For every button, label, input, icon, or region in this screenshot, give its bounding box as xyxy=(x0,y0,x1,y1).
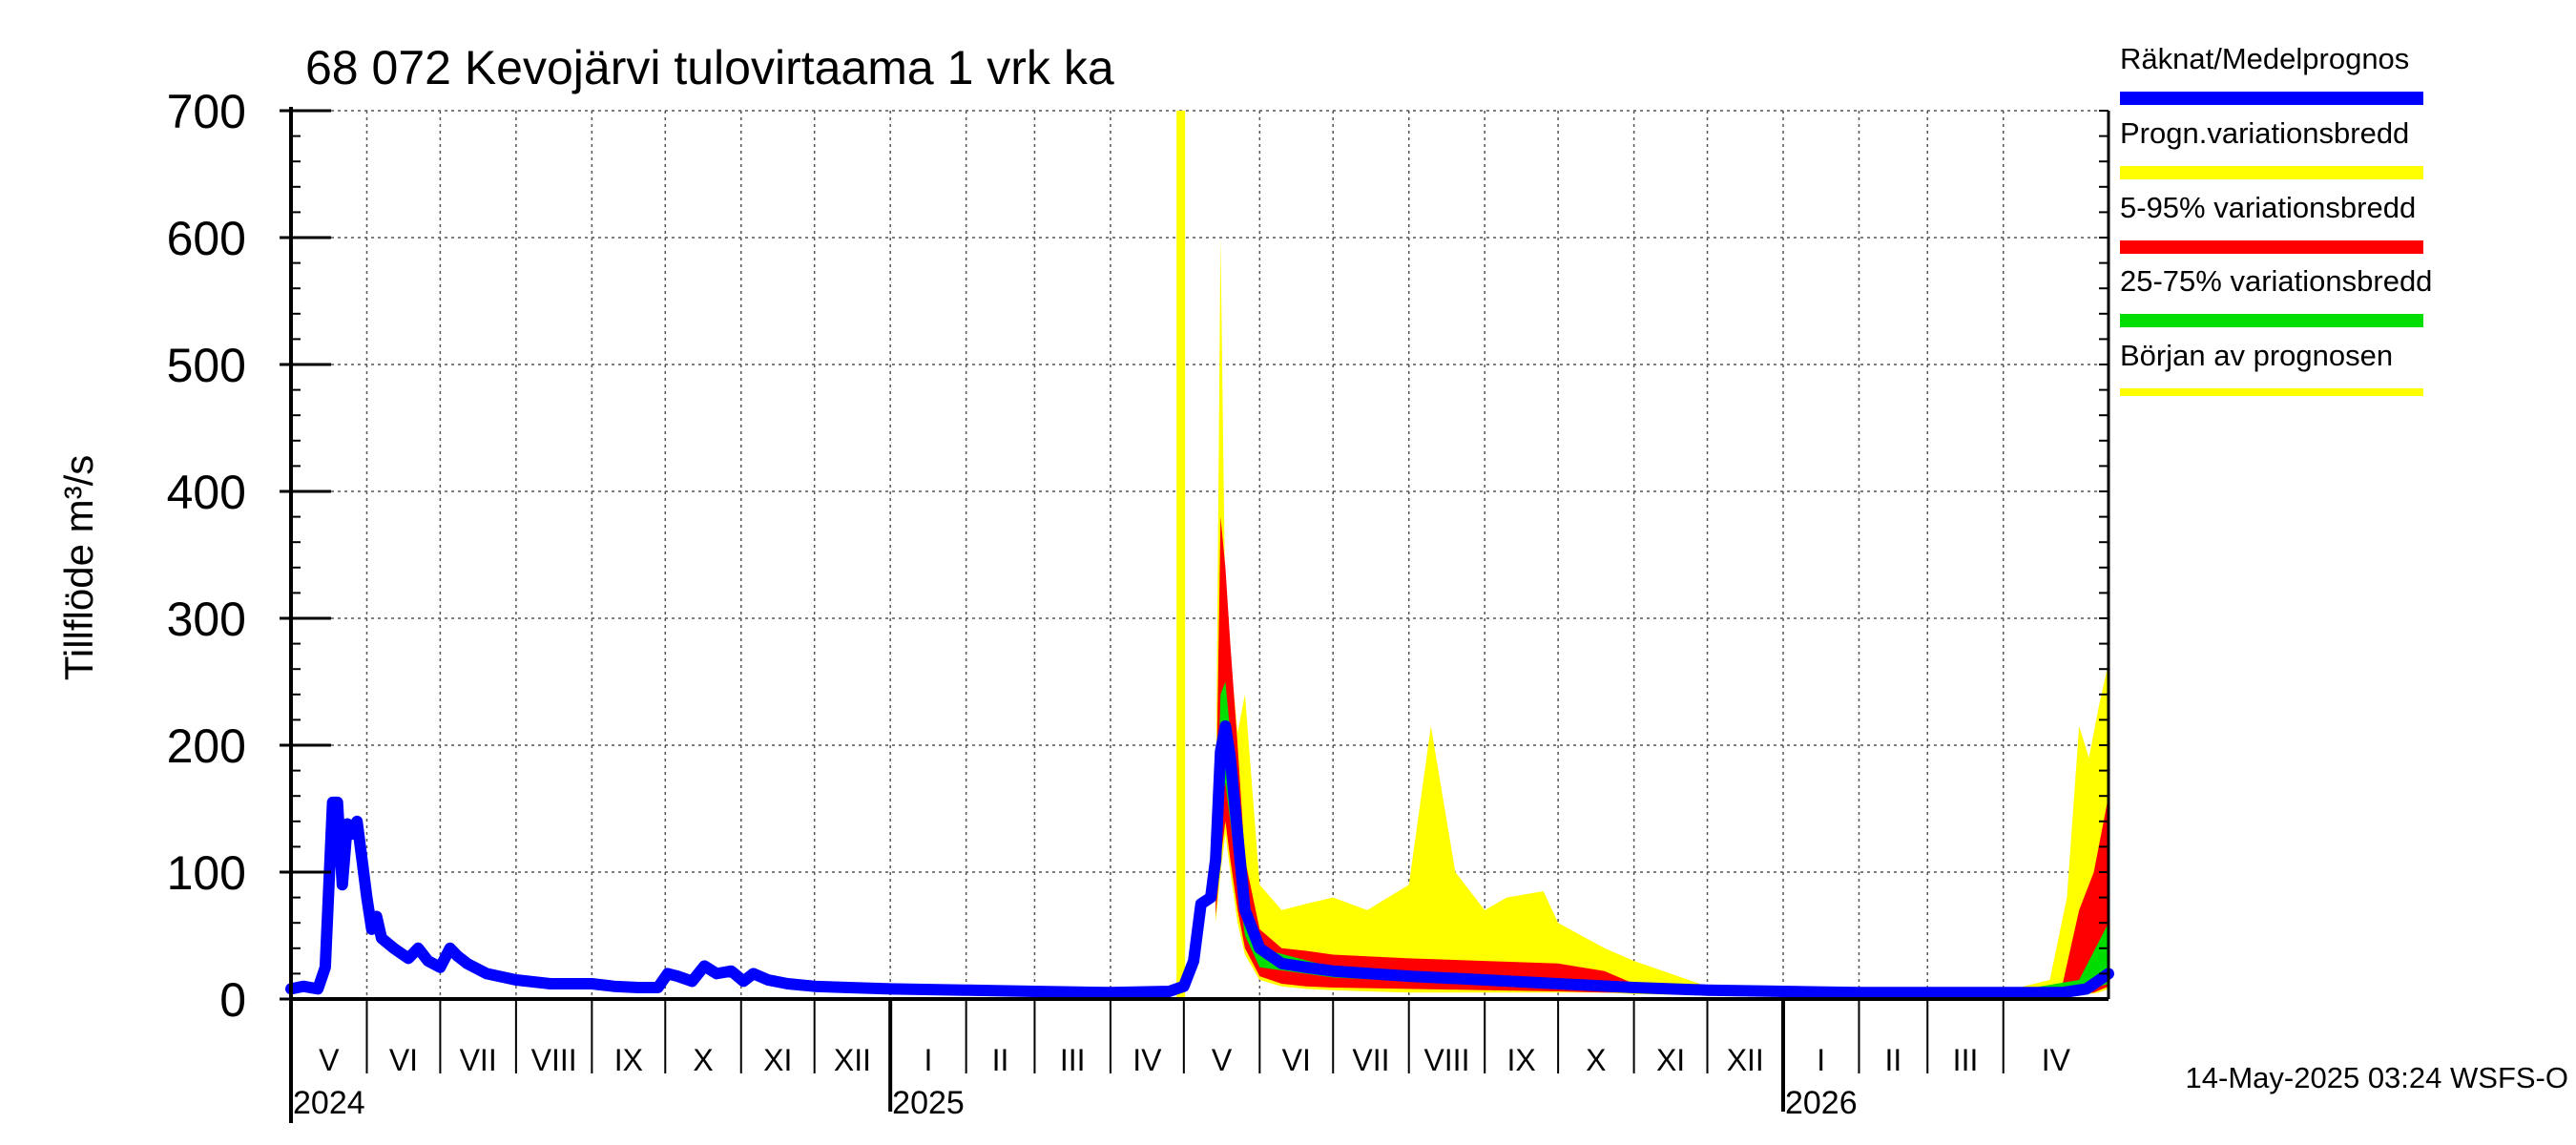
grid xyxy=(291,110,2109,999)
x-tick-label: VIII xyxy=(1423,1043,1469,1077)
x-tick-label: XII xyxy=(834,1043,871,1077)
x-tick-label: I xyxy=(1817,1043,1825,1077)
x-tick-label: VII xyxy=(1352,1043,1389,1077)
band-area xyxy=(1215,238,2109,995)
x-tick-label: XI xyxy=(763,1043,792,1077)
legend-label: Början av prognosen xyxy=(2120,339,2393,372)
x-tick-label: IX xyxy=(614,1043,643,1077)
legend-label: 5-95% variationsbredd xyxy=(2120,191,2416,224)
x-tick-label: X xyxy=(693,1043,713,1077)
x-tick-label: XI xyxy=(1656,1043,1685,1077)
x-tick-label: VIII xyxy=(531,1043,577,1077)
legend: Räknat/Medelprognos Progn.variationsbredd… xyxy=(2120,42,2432,396)
forecast-start-marker xyxy=(1176,111,1186,999)
x-tick-label: II xyxy=(1884,1043,1901,1077)
x-tick-label: VI xyxy=(1282,1043,1311,1077)
x-tick-label: VI xyxy=(389,1043,418,1077)
timestamp-footer: 14-May-2025 03:24 WSFS-O xyxy=(2186,1061,2568,1094)
forecast-bands xyxy=(1215,238,2109,995)
y-tick-label: 200 xyxy=(167,719,246,773)
axes xyxy=(280,107,2110,1123)
chart-title: 68 072 Kevojärvi tulovirtaama 1 vrk ka xyxy=(305,41,1114,94)
x-tick-label: I xyxy=(924,1043,932,1077)
legend-swatch xyxy=(2120,388,2423,396)
legend-label: Progn.variationsbredd xyxy=(2120,116,2409,150)
x-tick-label: XII xyxy=(1727,1043,1764,1077)
y-tick-label: 300 xyxy=(167,593,246,646)
year-label: 2025 xyxy=(892,1085,965,1121)
x-tick-label: IV xyxy=(1132,1043,1162,1077)
x-tick-label: VII xyxy=(460,1043,497,1077)
x-tick-label: X xyxy=(1586,1043,1606,1077)
y-tick-label: 400 xyxy=(167,466,246,519)
legend-label: Räknat/Medelprognos xyxy=(2120,42,2409,75)
x-tick-label: V xyxy=(319,1043,340,1077)
x-tick-labels: V VI VII VIII IX X XI XII I II III IV V VI VII VIII IX X X… xyxy=(293,1043,2071,1121)
y-tick-labels: 0 100 200 300 400 500 600 700 xyxy=(167,85,246,1027)
series-line xyxy=(285,720,2114,999)
legend-swatch xyxy=(2120,240,2423,254)
x-tick-label: IX xyxy=(1507,1043,1536,1077)
y-axis-label: Tillflöde m³/s xyxy=(56,455,101,680)
x-tick-label: III xyxy=(1953,1043,1979,1077)
x-tick-label: III xyxy=(1060,1043,1086,1077)
y-tick-label: 0 xyxy=(219,973,246,1027)
y-tick-label: 500 xyxy=(167,339,246,392)
year-label: 2026 xyxy=(1785,1085,1858,1121)
legend-label: 25-75% variationsbredd xyxy=(2120,264,2432,298)
x-tick-label: II xyxy=(992,1043,1009,1077)
legend-swatch xyxy=(2120,166,2423,179)
x-tick-label: IV xyxy=(2042,1043,2071,1077)
year-label: 2024 xyxy=(293,1085,365,1121)
series-lines xyxy=(285,720,2114,999)
x-tick-label: V xyxy=(1212,1043,1233,1077)
y-tick-label: 600 xyxy=(167,212,246,265)
legend-swatch xyxy=(2120,92,2423,105)
legend-swatch xyxy=(2120,314,2423,327)
y-tick-label: 100 xyxy=(167,846,246,900)
forecast-start-line xyxy=(1176,111,1186,999)
y-tick-label: 700 xyxy=(167,85,246,138)
